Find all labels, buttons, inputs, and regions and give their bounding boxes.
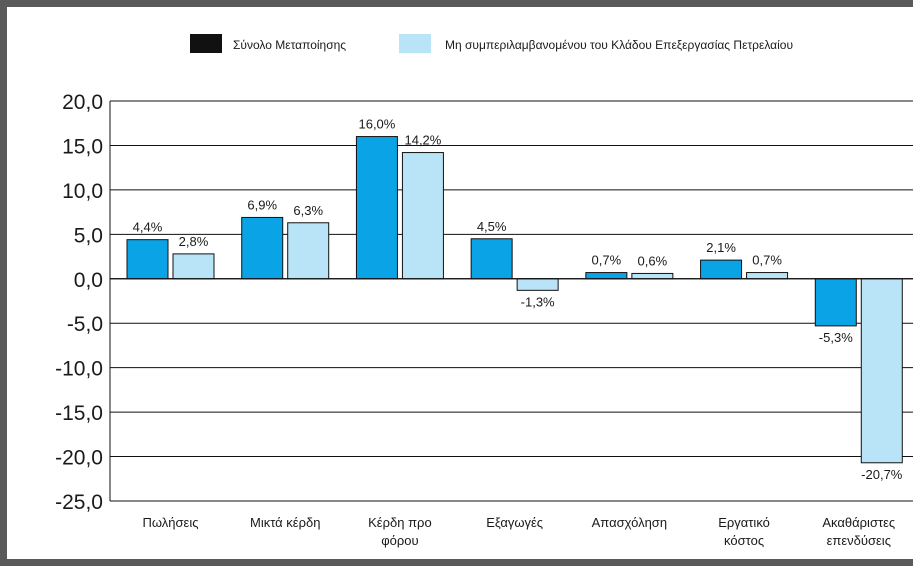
data-labels: 4,4% 6,9% 16,0% 4,5% 0,7% 2,1% -5,3% 2,8% 6,3% 14… <box>133 117 903 482</box>
legend-label-2: Μη συμπεριλαμβανομένου του Κλάδου Επεξερ… <box>445 38 793 52</box>
y-axis: 20,0 15,0 10,0 5,0 0,0 -5,0 -10,0 -15,0 -20,0 -25… <box>55 91 111 514</box>
x-category-label: Εργατικό κόστος <box>718 515 770 548</box>
bar-series2-0 <box>172 253 215 280</box>
x-category-label: Απασχόληση <box>592 515 667 530</box>
x-axis: Πωλήσεις Μικτά κέρδη Κέρδη προ φόρου Εξαγωγέ… <box>143 515 896 548</box>
y-tick-label: 20,0 <box>62 91 103 114</box>
bar-series2-3 <box>516 278 559 291</box>
x-category-label: Κέρδη προ φόρου <box>368 515 432 548</box>
data-label-series1-2: 16,0% <box>358 117 395 132</box>
x-category-label: Μικτά κέρδη <box>250 515 320 530</box>
y-tick-label: 0,0 <box>74 269 103 292</box>
legend-label-1: Σύνολο Μεταποίησης <box>233 38 346 52</box>
bar-series2-4 <box>631 272 674 280</box>
bar-series2-6 <box>860 278 903 464</box>
y-tick-label: 10,0 <box>62 180 103 203</box>
bar-series2-1 <box>287 222 330 280</box>
data-label-series2-6: -20,7% <box>861 467 903 482</box>
bar-series2-5 <box>746 272 789 280</box>
data-label-series1-1: 6,9% <box>247 197 277 212</box>
bar-series1-3 <box>470 238 513 280</box>
y-tick-label: 15,0 <box>62 135 103 158</box>
data-label-series2-1: 6,3% <box>293 203 323 218</box>
legend-swatch-1 <box>190 34 222 53</box>
bar-series1-2 <box>355 136 398 280</box>
x-category-label: Ακαθάριστες επενδύσεις <box>822 515 895 548</box>
bar-series1-0 <box>126 239 169 280</box>
y-tick-label: -15,0 <box>55 402 103 425</box>
data-label-series2-2: 14,2% <box>404 133 441 148</box>
legend-swatch-2 <box>399 34 431 53</box>
data-label-series1-5: 2,1% <box>706 240 736 255</box>
y-tick-label: -5,0 <box>67 313 103 336</box>
bar-series2-2 <box>401 152 444 280</box>
data-label-series1-4: 0,7% <box>592 253 622 268</box>
x-category-label: Πωλήσεις <box>143 515 199 530</box>
data-label-series1-0: 4,4% <box>133 220 163 235</box>
bars <box>110 136 913 464</box>
legend: Σύνολο Μεταποίησης Μη συμπεριλαμβανομένου… <box>190 34 793 53</box>
bar-series1-6 <box>814 278 857 327</box>
y-tick-label: 5,0 <box>74 224 103 247</box>
data-label-series2-4: 0,6% <box>638 253 668 268</box>
x-category-label: Εξαγωγές <box>486 515 543 530</box>
data-label-series2-3: -1,3% <box>521 294 555 309</box>
bar-chart: Σύνολο Μεταποίησης Μη συμπεριλαμβανομένου… <box>55 34 913 548</box>
gridlines <box>110 100 913 502</box>
bar-series1-5 <box>700 259 743 280</box>
data-label-series2-0: 2,8% <box>179 234 209 249</box>
data-label-series2-5: 0,7% <box>752 253 782 268</box>
data-label-series1-3: 4,5% <box>477 219 507 234</box>
y-tick-label: -20,0 <box>55 447 103 470</box>
bar-series1-1 <box>241 216 284 280</box>
bar-series1-4 <box>585 272 628 280</box>
y-tick-label: -25,0 <box>55 491 103 514</box>
y-tick-label: -10,0 <box>55 358 103 381</box>
data-label-series1-6: -5,3% <box>819 330 853 345</box>
